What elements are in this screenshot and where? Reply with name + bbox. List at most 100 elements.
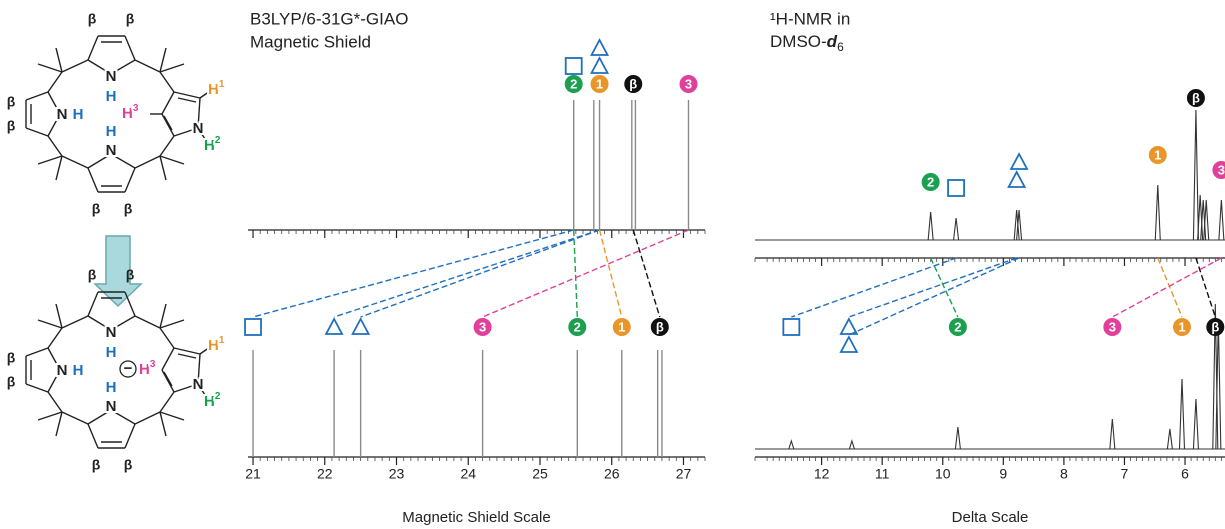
chart-title: DMSO-d6 — [770, 32, 844, 54]
bond — [197, 127, 206, 140]
atom-label: N — [57, 362, 68, 379]
bond — [177, 97, 197, 103]
assignment-link — [573, 229, 578, 318]
label-circle — [1148, 146, 1167, 164]
atom-h: H — [208, 81, 219, 98]
beta-label: β — [7, 94, 16, 110]
label-circle — [679, 75, 698, 93]
charge-circle — [119, 360, 137, 378]
peak-label: 1 — [596, 76, 603, 91]
peak — [1192, 109, 1199, 241]
bond — [159, 63, 185, 73]
peak — [1203, 199, 1210, 241]
bond — [37, 155, 63, 165]
assignment-link — [632, 229, 661, 318]
x-tick-label: 6 — [1181, 466, 1189, 482]
bond — [61, 315, 89, 329]
label-circle — [612, 318, 631, 336]
peak — [953, 217, 960, 241]
x-tick-label: 22 — [317, 466, 333, 482]
bond — [124, 423, 136, 449]
label-circle — [1103, 318, 1122, 336]
square-marker — [782, 318, 801, 336]
bond — [55, 411, 63, 437]
bond — [25, 383, 49, 393]
atom-index: 3 — [150, 359, 156, 370]
atom-label: H — [73, 362, 84, 379]
assignment-link — [930, 257, 959, 318]
peak — [1215, 318, 1222, 450]
bond — [134, 315, 161, 329]
bond — [55, 47, 63, 73]
bond — [163, 115, 173, 131]
x-axis-label: Delta Scale — [952, 509, 1029, 526]
peak-label: 3 — [685, 76, 692, 91]
bond — [87, 315, 112, 331]
bond — [134, 411, 161, 425]
bond — [159, 327, 175, 349]
peak-label: 2 — [954, 319, 961, 334]
x-tick-label: 11 — [875, 466, 890, 482]
atom-label: H3 — [122, 103, 139, 122]
title-part: 6 — [837, 40, 844, 54]
triangle-marker — [839, 317, 859, 335]
beta-label: β — [7, 118, 16, 134]
bond — [37, 411, 63, 421]
x-tick-label: 8 — [1060, 466, 1068, 482]
bond — [61, 411, 89, 425]
bond — [134, 155, 161, 169]
chart-title: Magnetic Shield — [250, 32, 371, 51]
label-circle — [1172, 318, 1191, 336]
beta-label: β — [92, 201, 101, 217]
bond — [47, 327, 63, 349]
bond — [55, 303, 63, 329]
label-circle — [1206, 318, 1225, 336]
beta-label: β — [124, 457, 133, 473]
bond — [159, 411, 167, 437]
title-part: DMSO- — [770, 32, 827, 51]
bond — [159, 47, 167, 73]
bond — [159, 411, 185, 421]
peak-label: 2 — [570, 76, 577, 91]
bond — [47, 347, 61, 371]
atom-label: H — [106, 88, 117, 105]
beta-label: β — [88, 267, 97, 283]
atom-index: 3 — [133, 103, 139, 114]
bond — [199, 346, 211, 355]
bond — [47, 113, 61, 137]
peak — [848, 439, 855, 450]
bond — [173, 347, 201, 355]
assignment-link — [848, 257, 1017, 318]
bond — [173, 127, 199, 137]
atom-label: N — [193, 120, 204, 137]
peak — [954, 426, 961, 450]
chart-title: ¹H-NMR in — [770, 9, 850, 28]
assignment-link — [598, 229, 623, 318]
label-circle — [921, 173, 940, 191]
bond — [159, 155, 167, 181]
label-circle — [1186, 89, 1205, 107]
atom-h: H — [208, 337, 219, 354]
peak — [1013, 209, 1020, 241]
x-tick-label: 26 — [604, 466, 620, 482]
peak-label: 2 — [927, 174, 934, 189]
beta-label: β — [88, 11, 97, 27]
atom-label: N — [57, 106, 68, 123]
atom-h: H — [139, 361, 150, 378]
bond — [161, 369, 175, 393]
atom-index: 2 — [215, 391, 221, 402]
chart-title: B3LYP/6-31G*-GIAO — [250, 9, 408, 28]
x-tick-label: 23 — [389, 466, 405, 482]
atom-label: H — [73, 106, 84, 123]
peak — [1166, 428, 1173, 450]
peak-label: 3 — [1109, 319, 1116, 334]
bond — [110, 59, 136, 75]
beta-label: β — [7, 350, 16, 366]
bond — [25, 91, 49, 101]
x-tick-label: 7 — [1121, 466, 1129, 482]
beta-label: β — [124, 201, 133, 217]
x-tick-label: 9 — [999, 466, 1007, 482]
assignment-link — [482, 229, 689, 318]
bond — [61, 59, 89, 73]
beta-label: β — [126, 11, 135, 27]
